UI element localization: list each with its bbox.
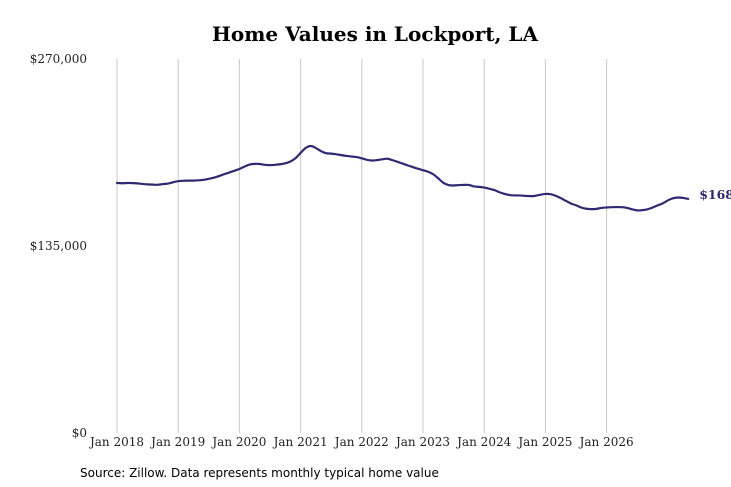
end-value-label: $168,992 <box>699 187 731 202</box>
vertical-grid <box>116 59 608 433</box>
x-tick-label: Jan 2026 <box>578 435 634 449</box>
x-tick-label: Jan 2018 <box>88 435 144 449</box>
x-tick-label: Jan 2025 <box>516 435 572 449</box>
y-tick-label: $0 <box>72 426 87 440</box>
x-tick-label: Jan 2024 <box>455 435 511 449</box>
y-axis-ticks: $0 $135,000 $270,000 <box>30 52 87 440</box>
x-tick-label: Jan 2021 <box>272 435 328 449</box>
y-tick-label: $270,000 <box>30 52 87 66</box>
y-tick-label: $135,000 <box>30 239 87 253</box>
x-tick-label: Jan 2020 <box>210 435 266 449</box>
x-tick-label: Jan 2019 <box>149 435 205 449</box>
source-note: Source: Zillow. Data represents monthly … <box>80 466 439 480</box>
series-layer <box>115 144 690 212</box>
chart-title: Home Values in Lockport, LA <box>212 22 538 46</box>
x-tick-label: Jan 2023 <box>394 435 450 449</box>
home-value-line <box>115 144 690 212</box>
x-tick-label: Jan 2022 <box>333 435 389 449</box>
x-axis-ticks: Jan 2018 Jan 2019 Jan 2020 Jan 2021 Jan 2022… <box>88 435 634 449</box>
